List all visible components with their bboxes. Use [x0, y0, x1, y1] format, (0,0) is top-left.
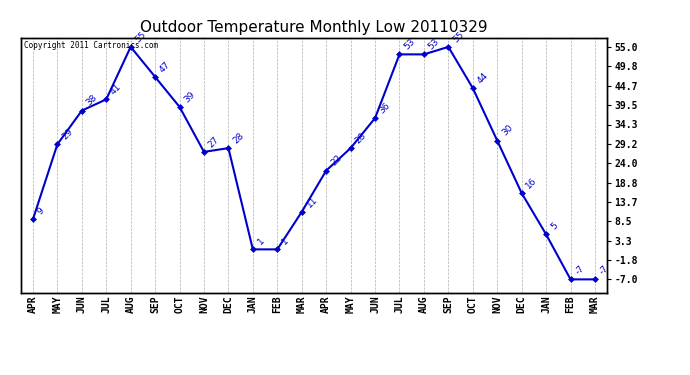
- Text: 1: 1: [280, 236, 290, 247]
- Text: 28: 28: [231, 131, 246, 146]
- Text: 11: 11: [304, 195, 319, 209]
- Text: 47: 47: [158, 60, 172, 74]
- Text: 29: 29: [60, 127, 75, 142]
- Text: 38: 38: [85, 93, 99, 108]
- Text: 55: 55: [451, 30, 466, 44]
- Text: 28: 28: [353, 131, 368, 146]
- Text: Copyright 2011 Cartronics.com: Copyright 2011 Cartronics.com: [23, 41, 158, 50]
- Text: -7: -7: [573, 264, 586, 277]
- Text: 53: 53: [402, 37, 417, 52]
- Title: Outdoor Temperature Monthly Low 20110329: Outdoor Temperature Monthly Low 20110329: [140, 20, 488, 35]
- Text: -7: -7: [598, 264, 611, 277]
- Text: 16: 16: [524, 176, 539, 190]
- Text: 55: 55: [133, 30, 148, 44]
- Text: 53: 53: [426, 37, 441, 52]
- Text: 41: 41: [109, 82, 124, 97]
- Text: 44: 44: [475, 71, 490, 86]
- Text: 27: 27: [207, 135, 221, 149]
- Text: 9: 9: [36, 206, 46, 217]
- Text: 1: 1: [255, 236, 266, 247]
- Text: 36: 36: [378, 101, 393, 116]
- Text: 5: 5: [549, 221, 560, 232]
- Text: 30: 30: [500, 123, 515, 138]
- Text: 39: 39: [182, 90, 197, 104]
- Text: 22: 22: [329, 153, 343, 168]
